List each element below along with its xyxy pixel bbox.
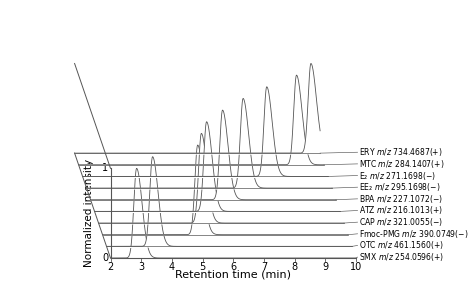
Text: BPA $\it{m/z}$ 227.1072(−): BPA $\it{m/z}$ 227.1072(−) (359, 193, 443, 205)
Text: 9: 9 (322, 263, 328, 272)
Text: SMX $\it{m/z}$ 254.0596(+): SMX $\it{m/z}$ 254.0596(+) (359, 251, 444, 263)
Text: 3: 3 (138, 263, 144, 272)
Text: 10: 10 (350, 263, 362, 272)
Text: 1: 1 (102, 163, 108, 173)
Text: Fmoc-PMG $\it{m/z}$ 390.0749(−): Fmoc-PMG $\it{m/z}$ 390.0749(−) (359, 228, 468, 240)
Text: 8: 8 (292, 263, 298, 272)
Text: 0: 0 (102, 253, 108, 263)
Text: Normalized intensity: Normalized intensity (84, 159, 94, 267)
Text: 7: 7 (261, 263, 267, 272)
Text: EE₂ $\it{m/z}$ 295.1698(−): EE₂ $\it{m/z}$ 295.1698(−) (359, 181, 441, 193)
Text: 6: 6 (230, 263, 237, 272)
Text: CAP $\it{m/z}$ 321.0055(−): CAP $\it{m/z}$ 321.0055(−) (359, 216, 443, 228)
Text: MTC $\it{m/z}$ 284.1407(+): MTC $\it{m/z}$ 284.1407(+) (359, 158, 445, 170)
Text: Retention time (min): Retention time (min) (175, 270, 291, 280)
Text: OTC $\it{m/z}$ 461.1560(+): OTC $\it{m/z}$ 461.1560(+) (359, 239, 444, 251)
Text: 2: 2 (108, 263, 114, 272)
Text: ERY $\it{m/z}$ 734.4687(+): ERY $\it{m/z}$ 734.4687(+) (359, 146, 443, 158)
Text: 5: 5 (200, 263, 206, 272)
Text: ATZ $\it{m/z}$ 216.1013(+): ATZ $\it{m/z}$ 216.1013(+) (359, 204, 443, 217)
Text: E₂ $\it{m/z}$ 271.1698(−): E₂ $\it{m/z}$ 271.1698(−) (359, 170, 436, 181)
Text: 4: 4 (169, 263, 175, 272)
